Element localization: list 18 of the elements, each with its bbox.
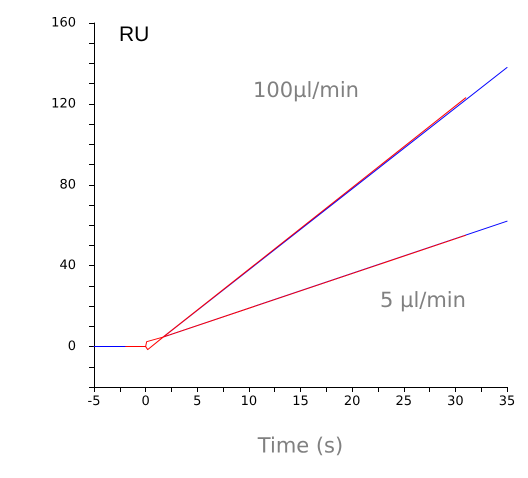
annotation: 100µl/min bbox=[253, 78, 359, 102]
y-tick-label: 160 bbox=[51, 16, 76, 30]
x-tick-label: -5 bbox=[88, 394, 100, 409]
x-tick-label: 5 bbox=[193, 394, 202, 409]
y-axis-title: RU bbox=[119, 23, 150, 46]
y-tick-label: 0 bbox=[68, 339, 76, 354]
x-tick-label: 20 bbox=[344, 394, 360, 409]
x-tick-label: 15 bbox=[292, 394, 309, 409]
x-tick-label: 10 bbox=[240, 394, 258, 409]
x-tick-label: 30 bbox=[447, 394, 464, 409]
y-tick-label: 40 bbox=[59, 258, 76, 274]
x-tick-label: 0 bbox=[141, 394, 150, 409]
x-tick-label: 25 bbox=[395, 394, 412, 409]
y-tick-label: 80 bbox=[59, 177, 76, 192]
y-tick-label: 120 bbox=[51, 96, 76, 112]
annotation: 5 µl/min bbox=[380, 288, 466, 312]
x-axis-title: Time (s) bbox=[256, 434, 344, 458]
x-tick-label: 35 bbox=[498, 394, 516, 409]
